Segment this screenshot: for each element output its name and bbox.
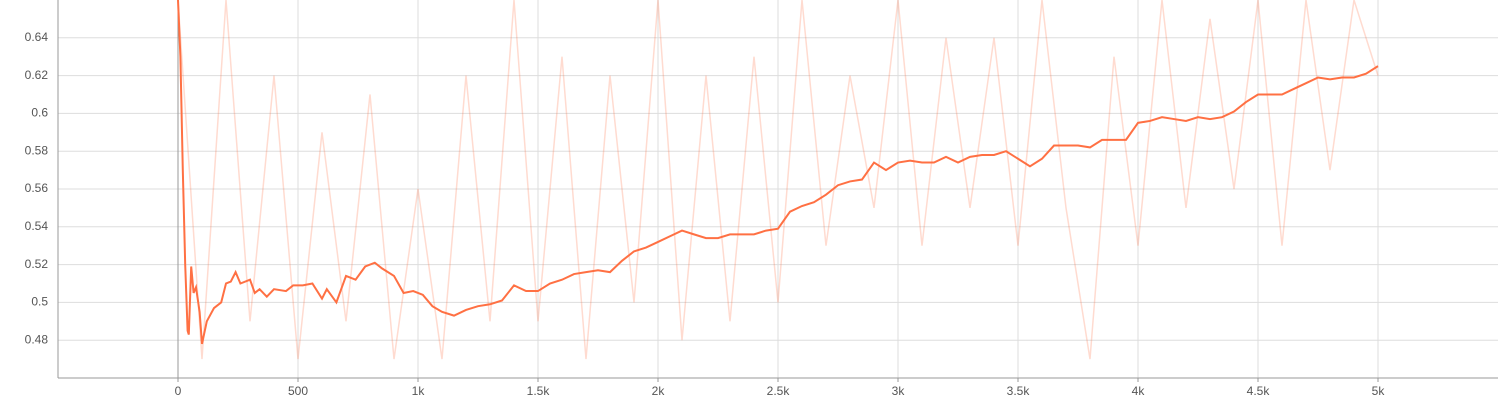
- x-tick-label: 3.5k: [1007, 384, 1031, 398]
- y-tick-label: 0.52: [25, 257, 49, 271]
- y-tick-label: 0.64: [25, 30, 49, 44]
- x-tick-label: 2.5k: [767, 384, 791, 398]
- x-tick-label: 1k: [412, 384, 426, 398]
- y-tick-label: 0.58: [25, 143, 49, 157]
- x-tick-label: 3k: [892, 384, 906, 398]
- y-tick-label: 0.62: [25, 68, 49, 82]
- x-tick-label: 4.5k: [1247, 384, 1271, 398]
- x-tick-label: 500: [288, 384, 308, 398]
- raw-line: [177, 0, 1379, 360]
- plot-area: [177, 0, 1379, 360]
- y-tick-label: 0.6: [31, 106, 48, 120]
- x-tick-label: 4k: [1132, 384, 1146, 398]
- x-tick-label: 0: [175, 384, 182, 398]
- y-tick-label: 0.5: [31, 295, 48, 309]
- y-tick-label: 0.48: [25, 332, 49, 346]
- smoothed-line: [177, 0, 1379, 345]
- x-tick-label: 1.5k: [527, 384, 551, 398]
- y-tick-label: 0.56: [25, 181, 49, 195]
- x-tick-label: 5k: [1372, 384, 1386, 398]
- x-tick-label: 2k: [652, 384, 666, 398]
- y-tick-label: 0.54: [25, 219, 49, 233]
